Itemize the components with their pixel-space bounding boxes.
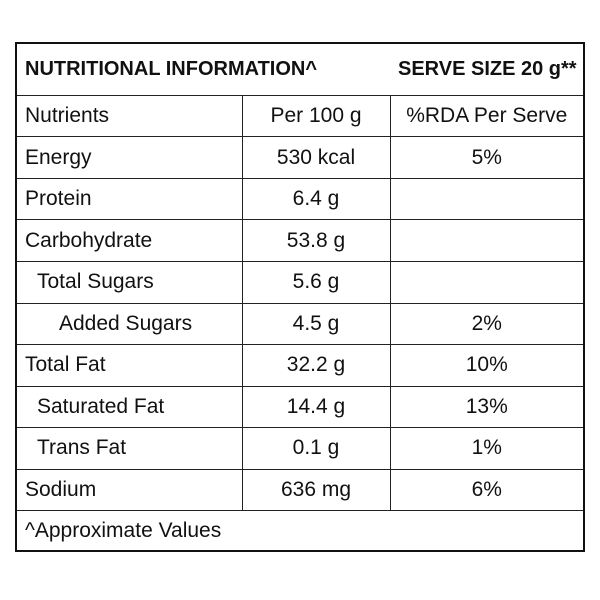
footnote: ^Approximate Values [17, 510, 583, 550]
nutrient-row: Added Sugars 4.5 g 2% [17, 302, 583, 346]
nutrient-row: Total Fat 32.2 g 10% [17, 344, 583, 387]
table-body: NUTRITIONAL INFORMATION^ SERVE SIZE 20 g… [17, 44, 583, 550]
rda-per-serve: 13% [389, 385, 583, 429]
nutrition-table: NUTRITIONAL INFORMATION^ SERVE SIZE 20 g… [17, 44, 583, 550]
nutrition-label: NUTRITIONAL INFORMATION^ SERVE SIZE 20 g… [15, 42, 585, 552]
rda-per-serve: 10% [389, 344, 583, 387]
nutrient-name: Sodium [17, 468, 243, 512]
per-100g: 636 mg [241, 468, 391, 512]
nutrient-name: Total Sugars [17, 260, 243, 304]
nutrient-name: Protein [17, 177, 243, 221]
per-100g: 530 kcal [241, 136, 391, 179]
nutrient-row: Sodium 636 mg 6% [17, 468, 583, 512]
rda-per-serve [389, 177, 583, 221]
per-100g: 0.1 g [241, 427, 391, 470]
column-header-row: Nutrients Per 100 g %RDA Per Serve [17, 94, 583, 138]
nutrient-name: Total Fat [17, 344, 243, 387]
rda-per-serve: 5% [389, 136, 583, 179]
nutrient-row: Protein 6.4 g [17, 177, 583, 221]
footnote-row: ^Approximate Values [17, 510, 583, 550]
nutrient-row: Energy 530 kcal 5% [17, 136, 583, 179]
nutrient-name: Carbohydrate [17, 219, 243, 262]
nutrient-name: Saturated Fat [17, 385, 243, 429]
rda-per-serve [389, 219, 583, 262]
column-header: %RDA Per Serve [389, 94, 583, 138]
per-100g: 32.2 g [241, 344, 391, 387]
nutrient-name: Trans Fat [17, 427, 243, 470]
per-100g: 53.8 g [241, 219, 391, 262]
rda-per-serve [389, 260, 583, 304]
nutrient-row: Trans Fat 0.1 g 1% [17, 427, 583, 470]
title: NUTRITIONAL INFORMATION^ [17, 44, 390, 96]
per-100g: 5.6 g [241, 260, 391, 304]
nutrient-name: Added Sugars [17, 302, 243, 346]
rda-per-serve: 2% [389, 302, 583, 346]
nutrient-row: Saturated Fat 14.4 g 13% [17, 385, 583, 429]
per-100g: 4.5 g [241, 302, 391, 346]
per-100g: 14.4 g [241, 385, 391, 429]
column-header: Nutrients [17, 94, 243, 138]
rda-per-serve: 6% [389, 468, 583, 512]
nutrient-row: Carbohydrate 53.8 g [17, 219, 583, 262]
header-row: NUTRITIONAL INFORMATION^ SERVE SIZE 20 g… [17, 44, 583, 96]
serve-size: SERVE SIZE 20 g** [390, 44, 583, 96]
nutrient-name: Energy [17, 136, 243, 179]
per-100g: 6.4 g [241, 177, 391, 221]
rda-per-serve: 1% [389, 427, 583, 470]
column-header: Per 100 g [241, 94, 391, 138]
nutrient-row: Total Sugars 5.6 g [17, 260, 583, 304]
